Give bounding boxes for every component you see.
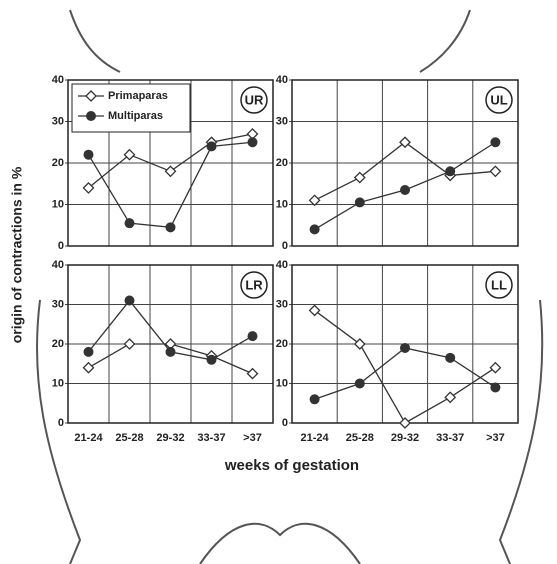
marker <box>248 137 258 147</box>
y-tick-label: 20 <box>52 338 64 350</box>
y-tick-label: 40 <box>52 259 64 271</box>
marker <box>86 111 96 121</box>
x-axis-label: weeks of gestation <box>224 457 359 474</box>
x-tick-label: 33-37 <box>436 432 464 444</box>
x-tick-label: 21-24 <box>74 432 103 444</box>
marker <box>125 218 135 228</box>
chart: origin of contractions in % weeks of ges… <box>0 0 557 564</box>
marker <box>125 296 135 306</box>
y-tick-label: 30 <box>276 115 288 127</box>
x-tick-label: 29-32 <box>156 432 184 444</box>
x-tick-label: 29-32 <box>391 432 419 444</box>
marker <box>310 394 320 404</box>
x-tick-label: 25-28 <box>346 432 374 444</box>
panel-title: LL <box>491 277 507 292</box>
y-tick-label: 20 <box>276 338 288 350</box>
marker <box>166 347 176 357</box>
y-tick-label: 0 <box>58 240 64 252</box>
marker <box>445 353 455 363</box>
marker <box>207 141 217 151</box>
y-tick-label: 30 <box>52 298 64 310</box>
y-tick-label: 40 <box>276 74 288 86</box>
x-tick-label: 33-37 <box>197 432 225 444</box>
legend-label: Primaparas <box>108 90 168 102</box>
marker <box>166 222 176 232</box>
y-tick-label: 30 <box>276 298 288 310</box>
y-tick-label: 10 <box>52 377 64 389</box>
y-tick-label: 0 <box>282 417 288 429</box>
panel-title: LR <box>245 277 263 292</box>
y-tick-label: 0 <box>58 417 64 429</box>
y-axis-label: origin of contractions in % <box>9 166 25 343</box>
legend-label: Multiparas <box>108 110 163 122</box>
y-tick-label: 10 <box>276 377 288 389</box>
marker <box>84 347 94 357</box>
marker <box>400 343 410 353</box>
y-tick-label: 30 <box>52 115 64 127</box>
y-tick-label: 20 <box>276 157 288 169</box>
marker <box>355 197 365 207</box>
marker <box>84 150 94 160</box>
marker <box>445 166 455 176</box>
y-tick-label: 0 <box>282 240 288 252</box>
marker <box>400 185 410 195</box>
y-tick-label: 40 <box>52 74 64 86</box>
marker <box>310 224 320 234</box>
marker <box>490 137 500 147</box>
y-tick-label: 10 <box>276 198 288 210</box>
marker <box>490 382 500 392</box>
marker <box>207 355 217 365</box>
x-tick-label: >37 <box>486 432 505 444</box>
panel-title: UR <box>245 92 264 107</box>
x-tick-label: 21-24 <box>301 432 330 444</box>
panel-title: UL <box>490 92 507 107</box>
y-tick-label: 40 <box>276 259 288 271</box>
x-tick-label: 25-28 <box>115 432 143 444</box>
x-tick-label: >37 <box>243 432 262 444</box>
y-tick-label: 20 <box>52 157 64 169</box>
y-tick-label: 10 <box>52 198 64 210</box>
marker <box>355 379 365 389</box>
marker <box>248 331 258 341</box>
